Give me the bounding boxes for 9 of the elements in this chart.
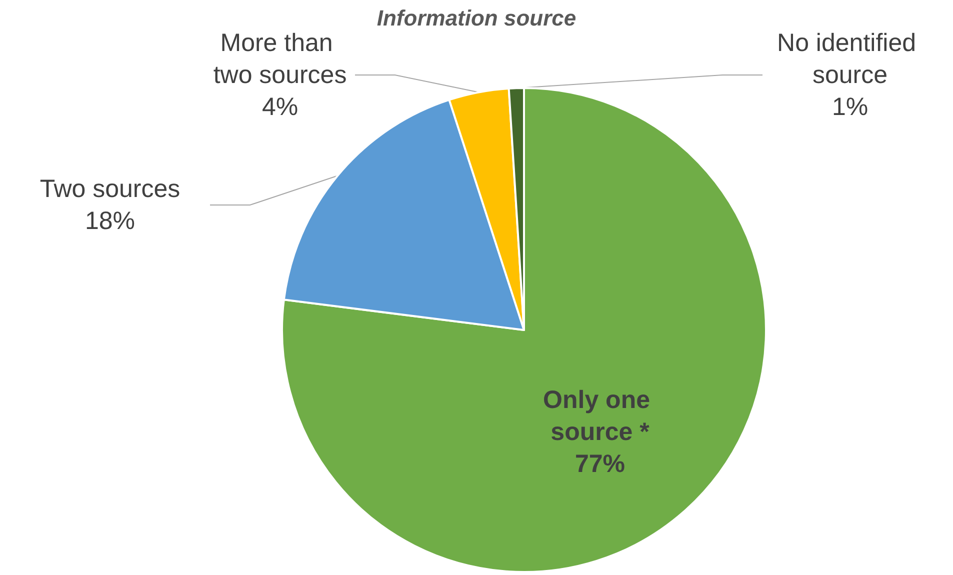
chart-title: Information source [376, 6, 576, 30]
slice-label: More than two sources [213, 29, 347, 89]
data-label: 4% [262, 93, 298, 121]
data-label: 18% [84, 207, 136, 235]
slice-label: No identified source [777, 29, 923, 89]
data-label: 77% [574, 450, 626, 478]
slice-label: Only one source * [543, 386, 657, 446]
data-label: 1% [832, 93, 868, 121]
slice-label: Two sources [40, 175, 180, 203]
